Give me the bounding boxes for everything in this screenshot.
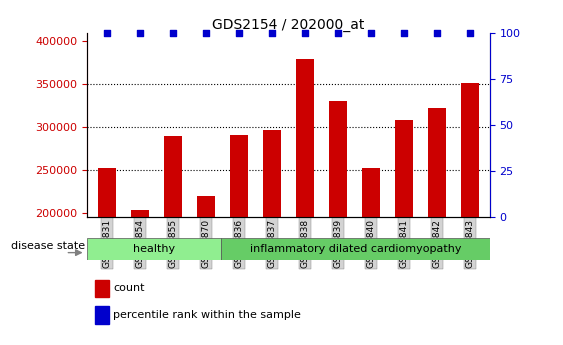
Point [466,30,475,36]
Text: disease state: disease state [11,241,85,251]
Bar [428,108,446,345]
Bar [87,238,221,260]
Point [432,30,441,36]
Point [400,30,409,36]
Bar [230,135,248,345]
Text: percentile rank within the sample: percentile rank within the sample [113,310,301,320]
Bar [164,136,182,345]
Point [202,30,211,36]
Point [301,30,310,36]
Bar [362,168,380,345]
Text: inflammatory dilated cardiomyopathy: inflammatory dilated cardiomyopathy [250,244,461,254]
Text: healthy: healthy [133,244,176,254]
Point [136,30,145,36]
Point [333,30,342,36]
Bar [131,210,149,345]
Bar [329,101,347,345]
Title: GDS2154 / 202000_at: GDS2154 / 202000_at [212,18,365,32]
Point [367,30,376,36]
Text: count: count [113,283,145,293]
Bar [98,168,116,345]
Bar [296,59,314,345]
Bar [221,238,490,260]
Bar [395,120,413,345]
Point [235,30,244,36]
Bar [95,280,109,297]
Bar [461,82,479,345]
Bar [95,306,109,324]
Bar [263,130,281,345]
Point [168,30,177,36]
Point [267,30,276,36]
Point [102,30,111,36]
Bar [197,196,215,345]
